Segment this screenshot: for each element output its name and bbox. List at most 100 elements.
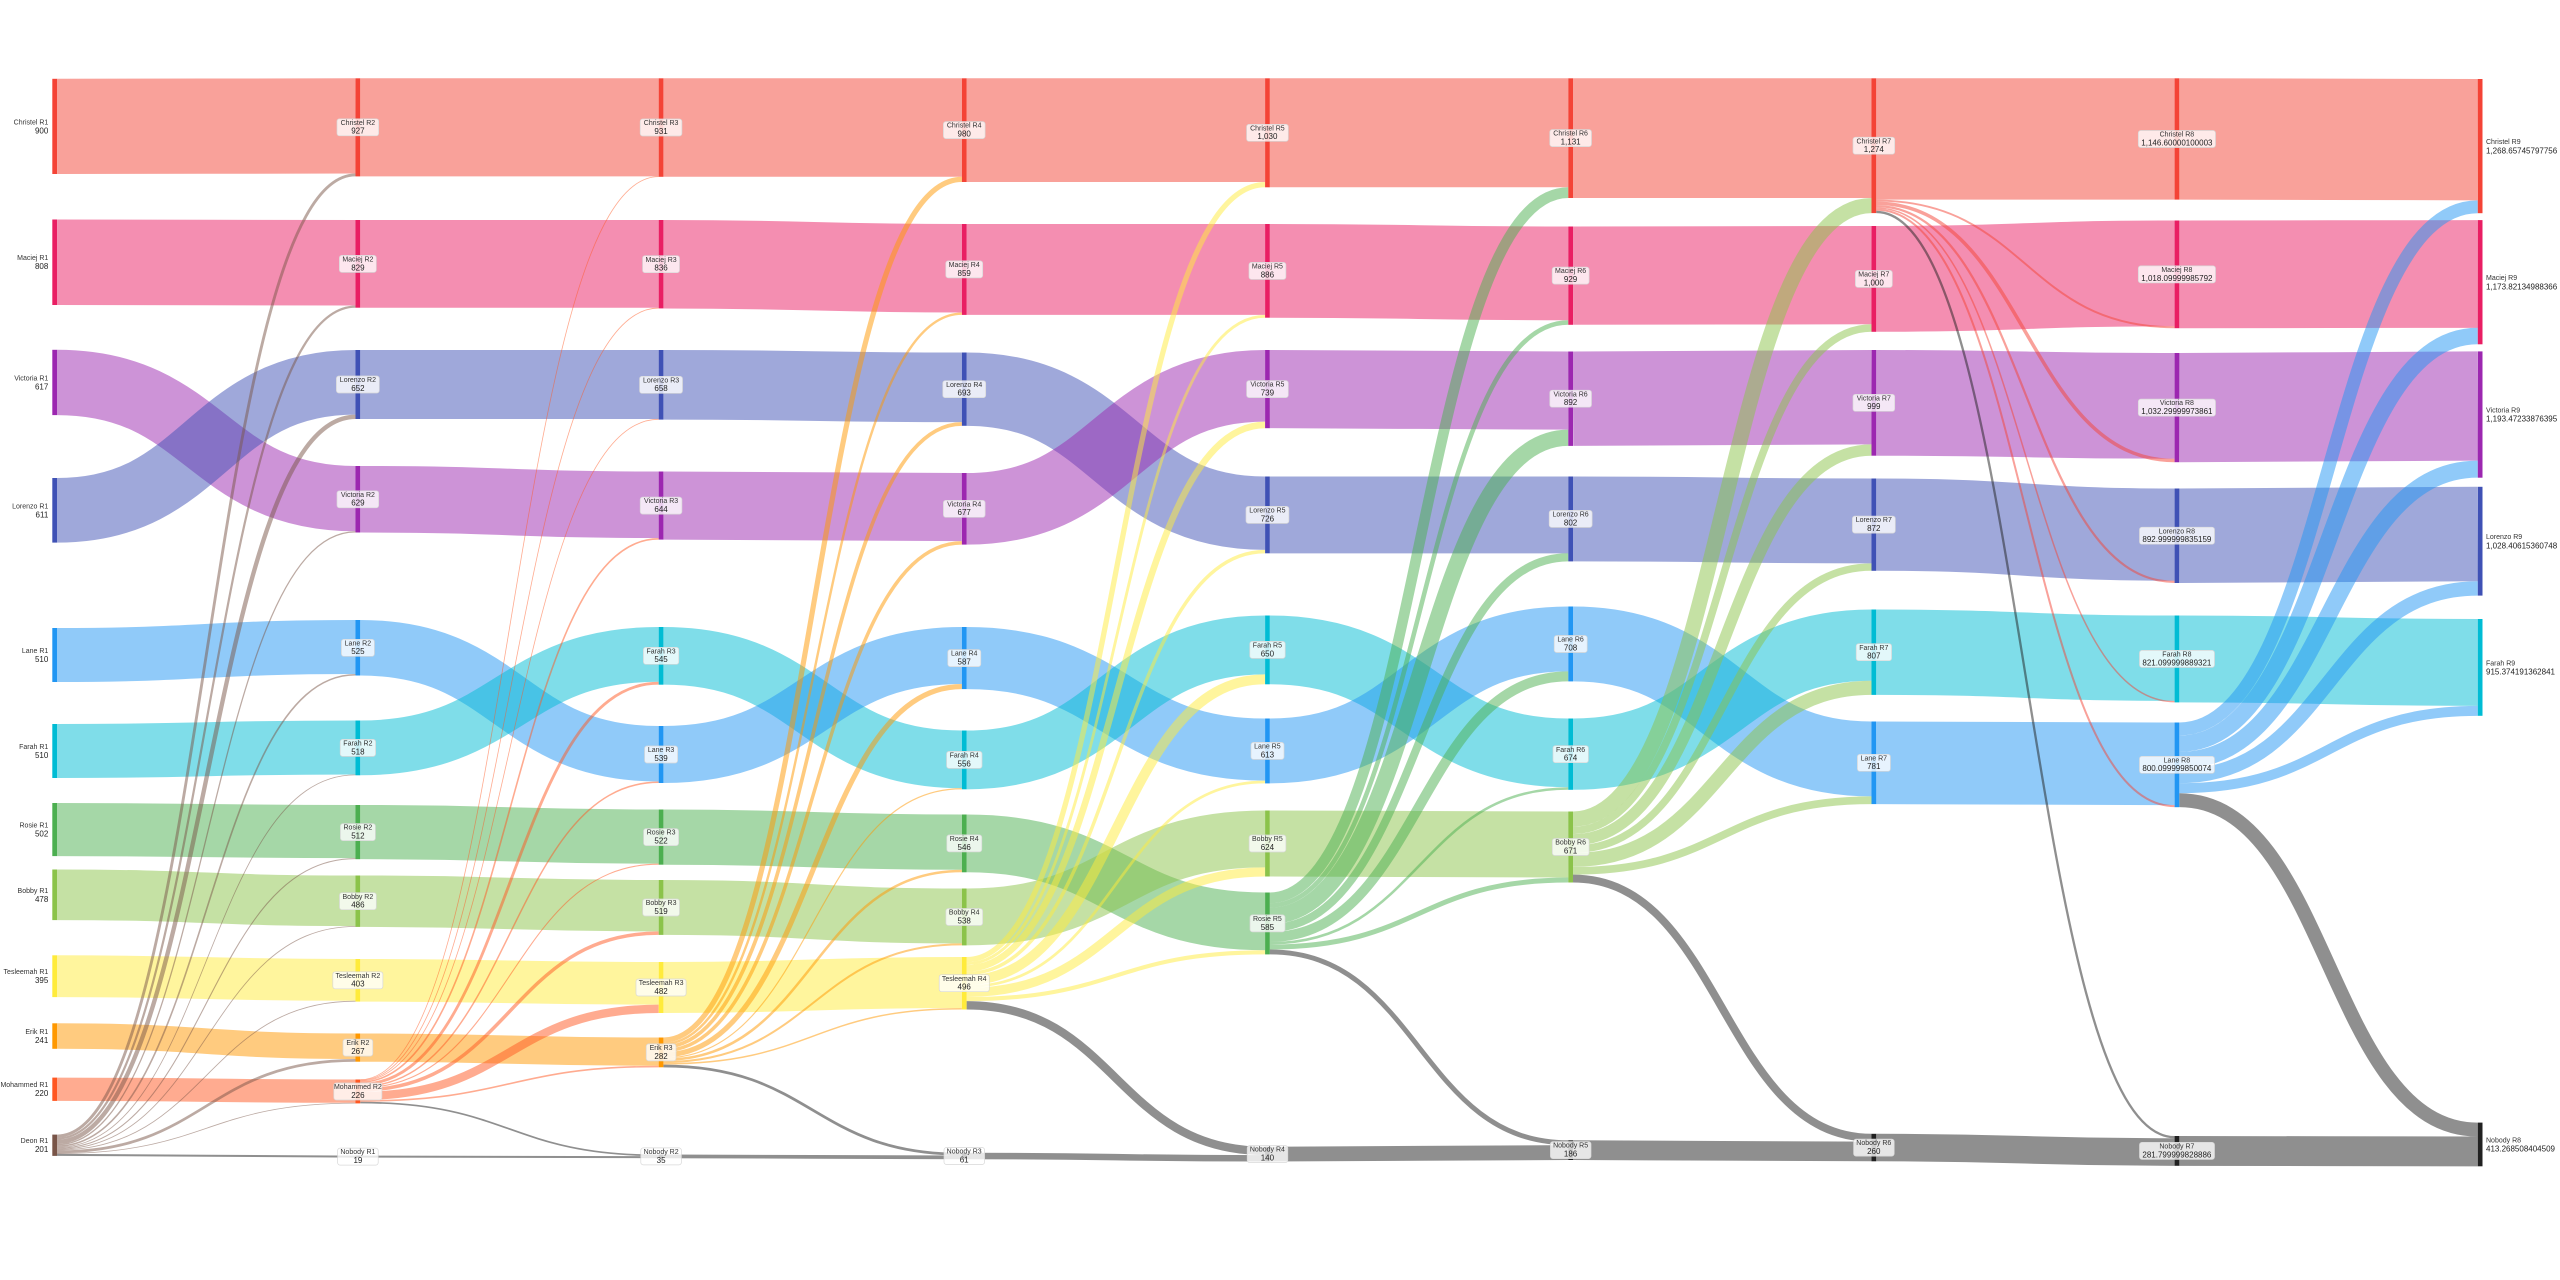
svg-text:Bobby R5: Bobby R5 [1252, 836, 1283, 843]
svg-text:538: 538 [958, 916, 972, 925]
svg-text:Christel R8: Christel R8 [2160, 132, 2195, 139]
svg-text:674: 674 [1564, 754, 1578, 763]
svg-text:226: 226 [351, 1091, 365, 1100]
svg-text:546: 546 [958, 843, 972, 852]
svg-text:931: 931 [654, 127, 668, 136]
svg-text:Bobby R6: Bobby R6 [1555, 840, 1586, 847]
svg-text:Farah R6: Farah R6 [1556, 747, 1585, 754]
svg-text:Lane R3: Lane R3 [648, 747, 675, 754]
svg-text:Lorenzo R6: Lorenzo R6 [1552, 512, 1588, 519]
svg-text:Victoria R5: Victoria R5 [1250, 382, 1284, 389]
svg-text:859: 859 [958, 269, 972, 278]
svg-text:Bobby R1: Bobby R1 [18, 888, 49, 895]
svg-text:1,032.29999973861: 1,032.29999973861 [2141, 407, 2213, 416]
svg-text:Lorenzo R5: Lorenzo R5 [1249, 508, 1285, 515]
svg-text:267: 267 [351, 1047, 365, 1056]
svg-text:644: 644 [654, 505, 668, 514]
svg-text:Farah R9: Farah R9 [2486, 660, 2515, 667]
svg-text:1,018.09999985792: 1,018.09999985792 [2141, 274, 2213, 283]
svg-text:1,000: 1,000 [1864, 278, 1885, 287]
svg-text:1,274: 1,274 [1864, 145, 1885, 154]
svg-text:658: 658 [654, 384, 668, 393]
svg-text:Rosie R3: Rosie R3 [647, 830, 676, 837]
svg-text:Farah R4: Farah R4 [950, 753, 979, 760]
svg-text:Lane R5: Lane R5 [1254, 744, 1281, 751]
svg-text:Victoria R8: Victoria R8 [2160, 400, 2194, 407]
svg-text:201: 201 [35, 1145, 49, 1154]
svg-text:Farah R7: Farah R7 [1859, 645, 1888, 652]
svg-text:Maciej R2: Maciej R2 [342, 257, 373, 264]
svg-text:496: 496 [958, 983, 972, 992]
svg-text:Mohammed R1: Mohammed R1 [0, 1082, 48, 1089]
svg-text:Lane R1: Lane R1 [22, 648, 49, 655]
svg-text:1,030: 1,030 [1257, 132, 1278, 141]
svg-text:Lorenzo R2: Lorenzo R2 [340, 377, 376, 384]
svg-text:510: 510 [35, 655, 49, 664]
svg-text:539: 539 [654, 754, 668, 763]
svg-text:519: 519 [654, 907, 668, 916]
svg-text:Nobody R1: Nobody R1 [340, 1149, 375, 1156]
svg-text:Lane R4: Lane R4 [951, 651, 978, 658]
svg-text:478: 478 [35, 895, 49, 904]
svg-text:585: 585 [1261, 923, 1275, 932]
svg-text:Maciej R7: Maciej R7 [1858, 272, 1889, 279]
svg-text:1,268.65745797756: 1,268.65745797756 [2486, 146, 2558, 155]
svg-text:781: 781 [1867, 762, 1881, 771]
svg-text:808: 808 [35, 262, 49, 271]
svg-text:1,146.60000100003: 1,146.60000100003 [2141, 138, 2213, 147]
svg-text:403: 403 [351, 980, 365, 989]
svg-text:Lorenzo R4: Lorenzo R4 [946, 382, 982, 389]
svg-text:611: 611 [36, 510, 49, 519]
svg-text:61: 61 [960, 1155, 969, 1164]
svg-text:Farah R1: Farah R1 [19, 744, 48, 751]
svg-text:Bobby R3: Bobby R3 [646, 900, 677, 907]
svg-text:Farah R2: Farah R2 [343, 741, 372, 748]
svg-text:486: 486 [351, 901, 365, 910]
svg-text:886: 886 [1261, 270, 1275, 279]
svg-text:556: 556 [958, 759, 972, 768]
svg-text:35: 35 [657, 1156, 666, 1165]
svg-text:Christel R4: Christel R4 [947, 123, 982, 130]
svg-text:629: 629 [351, 499, 365, 508]
svg-text:525: 525 [351, 647, 365, 656]
svg-text:587: 587 [958, 658, 972, 667]
svg-text:929: 929 [1564, 275, 1578, 284]
svg-text:Victoria R7: Victoria R7 [1857, 395, 1891, 402]
svg-text:Rosie R4: Rosie R4 [950, 836, 979, 843]
svg-text:Bobby R2: Bobby R2 [343, 894, 374, 901]
svg-text:282: 282 [654, 1052, 668, 1061]
svg-text:Rosie R2: Rosie R2 [344, 825, 373, 832]
svg-text:Farah R3: Farah R3 [647, 648, 676, 655]
svg-text:Lorenzo R1: Lorenzo R1 [12, 503, 48, 510]
svg-text:Tesleemah R3: Tesleemah R3 [639, 980, 684, 987]
svg-text:Nobody R6: Nobody R6 [1856, 1140, 1891, 1147]
svg-text:Victoria R3: Victoria R3 [644, 498, 678, 505]
svg-text:800.099999850074: 800.099999850074 [2142, 764, 2212, 773]
svg-text:892.999999835159: 892.999999835159 [2142, 535, 2212, 544]
svg-text:260: 260 [1867, 1147, 1881, 1156]
svg-text:522: 522 [654, 837, 668, 846]
svg-text:Lorenzo R9: Lorenzo R9 [2486, 534, 2522, 541]
svg-text:Lane R7: Lane R7 [1861, 755, 1888, 762]
svg-text:395: 395 [35, 976, 49, 985]
svg-text:1,193.47233876395: 1,193.47233876395 [2486, 415, 2558, 424]
svg-text:693: 693 [958, 389, 972, 398]
svg-text:545: 545 [654, 655, 668, 664]
svg-text:671: 671 [1564, 846, 1578, 855]
svg-text:677: 677 [958, 508, 972, 517]
svg-text:Erik R2: Erik R2 [346, 1040, 369, 1047]
svg-text:Christel R6: Christel R6 [1553, 131, 1588, 138]
svg-text:Victoria R6: Victoria R6 [1554, 391, 1588, 398]
svg-text:1,131: 1,131 [1561, 138, 1582, 147]
svg-text:Mohammed R2: Mohammed R2 [334, 1084, 382, 1091]
svg-text:999: 999 [1867, 402, 1881, 411]
svg-text:613: 613 [1261, 750, 1275, 759]
svg-text:Nobody R3: Nobody R3 [947, 1149, 982, 1156]
svg-text:Rosie R5: Rosie R5 [1253, 916, 1282, 923]
svg-text:Christel R9: Christel R9 [2486, 139, 2521, 146]
svg-text:1,173.82134988366: 1,173.82134988366 [2486, 282, 2558, 291]
svg-text:510: 510 [35, 751, 49, 760]
svg-text:Lane R6: Lane R6 [1557, 637, 1584, 644]
svg-text:518: 518 [351, 747, 365, 756]
svg-text:821.099999889321: 821.099999889321 [2142, 658, 2212, 667]
